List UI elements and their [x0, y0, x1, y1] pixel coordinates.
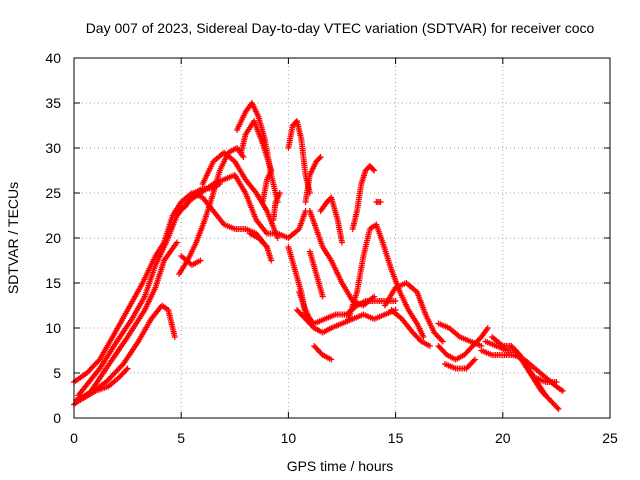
- x-tick-label: 15: [388, 430, 404, 446]
- x-tick-label: 20: [495, 430, 511, 446]
- plot-frame: [73, 57, 611, 419]
- data-point-marker: [319, 293, 326, 300]
- data-series-track-24: [345, 221, 427, 340]
- data-series-track-12: [246, 230, 275, 264]
- data-point-marker: [259, 199, 266, 205]
- data-series-track-21: [317, 194, 345, 246]
- data-series-track-33: [489, 334, 549, 399]
- data-point-marker: [420, 334, 427, 340]
- data-series-track-23: [349, 163, 378, 232]
- y-tick-label: 15: [45, 275, 61, 291]
- data-series-track-13: [270, 190, 283, 223]
- y-tick-label: 20: [45, 230, 61, 246]
- data-series-track-32: [482, 338, 562, 412]
- data-point-marker: [103, 379, 110, 385]
- y-tick-label: 35: [45, 95, 61, 111]
- data-series-track-25: [373, 199, 384, 205]
- data-point-marker: [370, 166, 377, 173]
- data-point-marker: [426, 343, 433, 349]
- data-point-marker: [268, 257, 275, 264]
- data-series-track-05: [77, 365, 131, 403]
- data-series-track-19: [306, 208, 378, 309]
- data-point-marker: [240, 154, 247, 160]
- data-series-track-06: [176, 145, 247, 277]
- data-point-marker: [117, 363, 124, 370]
- data-point-marker: [95, 357, 102, 364]
- data-point-marker: [124, 365, 131, 372]
- data-point-marker: [171, 334, 178, 340]
- data-series-track-14: [285, 118, 313, 196]
- x-axis-title: GPS time / hours: [287, 458, 394, 474]
- data-point-marker: [371, 167, 378, 174]
- data-series-track-34: [531, 374, 560, 385]
- data-series-track-17: [293, 307, 399, 336]
- data-point-marker: [377, 199, 384, 205]
- data-point-marker: [559, 388, 566, 394]
- data-point-marker: [274, 235, 281, 241]
- data-point-marker: [123, 366, 130, 373]
- data-point-marker: [173, 239, 180, 246]
- data-series-track-04: [71, 190, 270, 385]
- axis-ticks: 0 5 10 15 20 25 0 5 10 15 20 25 30 35 40: [45, 50, 618, 446]
- y-tick-label: 25: [45, 185, 61, 201]
- data-point-marker: [554, 404, 561, 411]
- data-point-marker: [112, 369, 119, 376]
- data-point-marker: [542, 392, 549, 399]
- data-point-marker: [316, 155, 323, 162]
- y-tick-label: 0: [53, 410, 61, 426]
- data-series-track-26: [381, 280, 446, 345]
- data-point-marker: [553, 379, 560, 385]
- data-point-marker: [439, 338, 446, 345]
- data-series-track-08: [178, 253, 204, 268]
- data-point-marker: [555, 406, 562, 412]
- data-series-track-18: [302, 154, 324, 205]
- data-point-marker: [484, 325, 491, 331]
- data-point-marker: [276, 190, 283, 196]
- data-series-track-07: [173, 181, 223, 214]
- data-point-marker: [371, 293, 378, 300]
- data-series-track-30: [441, 356, 478, 372]
- data-series-track-10: [233, 100, 281, 205]
- data-point-marker: [115, 366, 122, 373]
- y-tick-label: 40: [45, 50, 61, 66]
- data-point-marker: [107, 374, 114, 381]
- data-point-marker: [108, 373, 115, 380]
- x-tick-label: 10: [281, 430, 297, 446]
- y-tick-label: 5: [53, 365, 61, 381]
- x-tick-label: 0: [70, 430, 78, 446]
- data-point-marker: [104, 377, 111, 384]
- data-series-track-01: [71, 239, 180, 408]
- data-point-marker: [328, 356, 335, 363]
- data-point-marker: [317, 154, 324, 160]
- data-point-marker: [470, 357, 477, 364]
- data-point-marker: [109, 372, 116, 379]
- data-point-marker: [438, 337, 445, 344]
- data-point-marker: [339, 239, 345, 246]
- data-series-track-20: [306, 248, 326, 300]
- data-point-marker: [471, 356, 478, 363]
- data-point-marker: [105, 376, 112, 383]
- data-series-track-16: [296, 289, 313, 322]
- x-tick-label: 25: [602, 430, 618, 446]
- data-series-track-27: [388, 307, 433, 349]
- data-series-track-29: [435, 325, 491, 363]
- data-series-track-11: [238, 118, 275, 205]
- x-tick-label: 5: [177, 430, 185, 446]
- data-point-marker: [216, 181, 223, 187]
- y-axis-title: SDTVAR / TECUs: [5, 182, 21, 294]
- data-point-marker: [392, 298, 399, 304]
- data-point-marker: [197, 257, 204, 264]
- data-point-marker: [113, 367, 120, 374]
- data-series-track-03: [73, 302, 178, 403]
- y-tick-label: 10: [45, 320, 61, 336]
- y-tick-label: 30: [45, 140, 61, 156]
- data-points: [71, 100, 566, 412]
- chart-title: Day 007 of 2023, Sidereal Day-to-day VTE…: [86, 20, 595, 36]
- data-point-marker: [116, 365, 123, 372]
- data-series-track-22: [311, 343, 335, 363]
- data-series-track-31: [478, 347, 566, 394]
- data-point-marker: [111, 370, 118, 377]
